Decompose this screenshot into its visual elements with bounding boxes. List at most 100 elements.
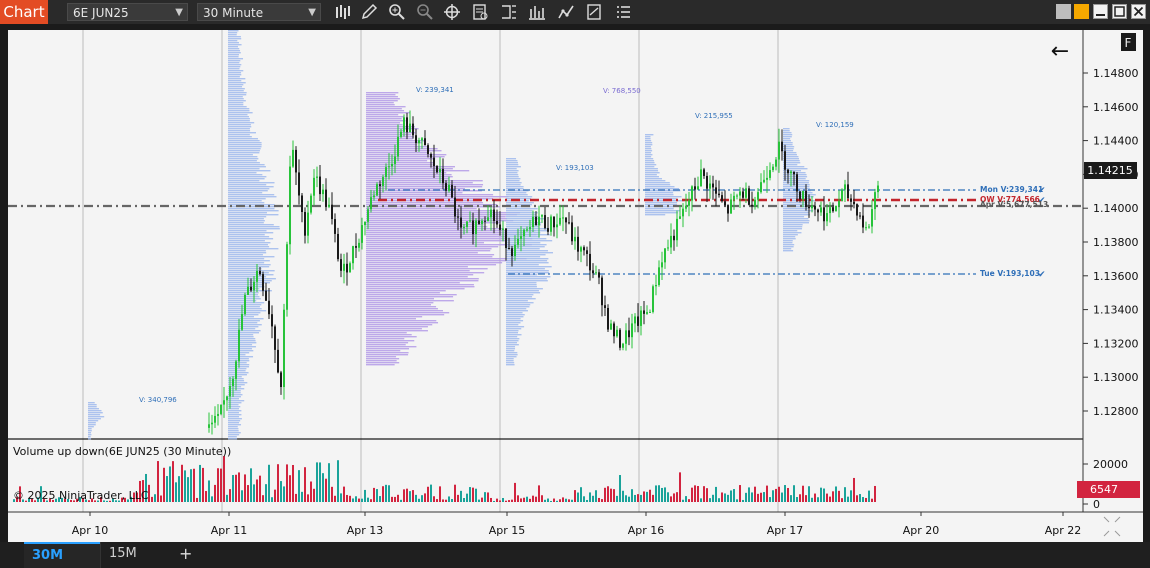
maximize-icon[interactable] xyxy=(1112,4,1127,19)
profile-bar xyxy=(783,210,814,212)
volume-bar xyxy=(583,496,585,502)
candle xyxy=(628,317,630,346)
profile-bar xyxy=(228,44,242,46)
calculator-icon[interactable] xyxy=(585,3,603,21)
candle-body xyxy=(403,117,405,132)
gray-square-icon[interactable] xyxy=(1056,4,1071,19)
volume-bar xyxy=(766,485,768,502)
candle xyxy=(265,282,267,301)
candle xyxy=(799,191,801,203)
profile-bar xyxy=(783,128,790,130)
profile-bar xyxy=(228,160,257,162)
close-icon[interactable] xyxy=(1131,4,1146,19)
candle-body xyxy=(787,169,789,174)
candle xyxy=(490,206,492,231)
profile-bar xyxy=(506,192,527,194)
candle xyxy=(466,221,468,234)
profile-bar xyxy=(366,286,475,288)
volume-axis[interactable]: 20000 0 xyxy=(1083,458,1128,511)
properties-icon[interactable] xyxy=(500,3,518,21)
candle xyxy=(592,263,594,279)
candle xyxy=(757,188,759,209)
profile-bar xyxy=(366,254,495,256)
chart-trader-icon[interactable] xyxy=(557,3,575,21)
profile-bar xyxy=(366,112,411,114)
zoom-in-icon[interactable] xyxy=(388,3,406,21)
candle xyxy=(430,152,432,168)
profile-bar xyxy=(366,148,438,150)
profile-bar xyxy=(506,196,533,198)
profile-bar xyxy=(228,158,259,160)
candle-body xyxy=(355,246,357,248)
volume-bar xyxy=(424,493,426,502)
volume-bar xyxy=(694,485,696,502)
timeframe-selector[interactable]: 30 Minute ▼ xyxy=(197,3,321,21)
profile-bar xyxy=(645,136,651,138)
candle xyxy=(409,110,411,133)
candle xyxy=(505,228,507,261)
crosshair-icon[interactable] xyxy=(443,3,461,21)
profile-bar xyxy=(645,156,652,158)
volume-bar xyxy=(223,456,225,502)
profile-bar xyxy=(506,320,524,322)
profile-bar xyxy=(228,408,240,410)
minimize-icon[interactable] xyxy=(1093,4,1108,19)
profile-bar xyxy=(783,222,809,224)
volume-bar xyxy=(262,495,264,502)
candle-body xyxy=(469,220,471,222)
resize-handle-icon[interactable] xyxy=(1103,516,1121,537)
candle xyxy=(859,211,861,220)
candle xyxy=(622,342,624,351)
profile-bar xyxy=(783,162,801,164)
pencil-icon[interactable] xyxy=(360,3,378,21)
list-icon[interactable] xyxy=(614,3,632,21)
chart-frame[interactable]: V: 340,796 V: 239,341 V: 768,550 V: 193,103… xyxy=(8,30,1143,542)
profile-bar xyxy=(228,220,265,222)
profile-bar xyxy=(366,258,527,260)
instrument-selector[interactable]: 6E JUN25 ▼ xyxy=(67,3,188,21)
profile-bar xyxy=(228,186,274,188)
tab-15m[interactable]: 15M xyxy=(100,542,170,568)
data-box-icon[interactable] xyxy=(471,3,489,21)
volume-bar xyxy=(733,489,735,502)
candle xyxy=(610,319,612,330)
candle xyxy=(568,212,570,225)
corner-badge-label[interactable]: F xyxy=(1125,36,1132,50)
candle-body xyxy=(484,220,486,222)
candle-body xyxy=(739,191,741,196)
profile-bar xyxy=(783,244,795,246)
profile-bar xyxy=(228,288,260,290)
profile-bar xyxy=(366,284,474,286)
volume-bar xyxy=(82,497,84,502)
profile-bar xyxy=(228,96,243,98)
candle-body xyxy=(397,136,399,157)
add-tab-button[interactable]: + xyxy=(174,542,198,568)
chart-canvas[interactable]: V: 340,796 V: 239,341 V: 768,550 V: 193,103… xyxy=(8,30,1143,542)
profile-bar xyxy=(228,236,270,238)
profile-bar xyxy=(506,206,531,208)
profile-bar xyxy=(366,224,484,226)
candle-body xyxy=(385,167,387,178)
profile-bar xyxy=(366,312,450,314)
time-axis[interactable]: Apr 10 Apr 11 Apr 13 Apr 15 Apr 16 Apr 17 Apr … xyxy=(72,512,1082,537)
candle xyxy=(514,235,516,261)
volume-bar xyxy=(706,488,708,502)
candle xyxy=(577,226,579,261)
bars-icon[interactable] xyxy=(334,3,352,21)
orange-square-icon[interactable] xyxy=(1074,4,1089,19)
volume-bar xyxy=(52,499,54,502)
profile-bar xyxy=(228,178,265,180)
profile-bar xyxy=(228,324,262,326)
profile-bar xyxy=(366,306,437,308)
zoom-out-icon[interactable] xyxy=(416,3,434,21)
tab-30m[interactable]: 30M xyxy=(24,542,100,568)
back-arrow-icon[interactable]: ← xyxy=(1051,39,1069,64)
profile-bar xyxy=(228,300,257,302)
candle xyxy=(646,305,648,315)
candle xyxy=(403,114,405,137)
strategies-icon[interactable] xyxy=(528,3,546,21)
profile-bar xyxy=(366,336,417,338)
volume-bar xyxy=(472,487,474,502)
profile-bar xyxy=(88,418,101,420)
candle xyxy=(709,175,711,199)
